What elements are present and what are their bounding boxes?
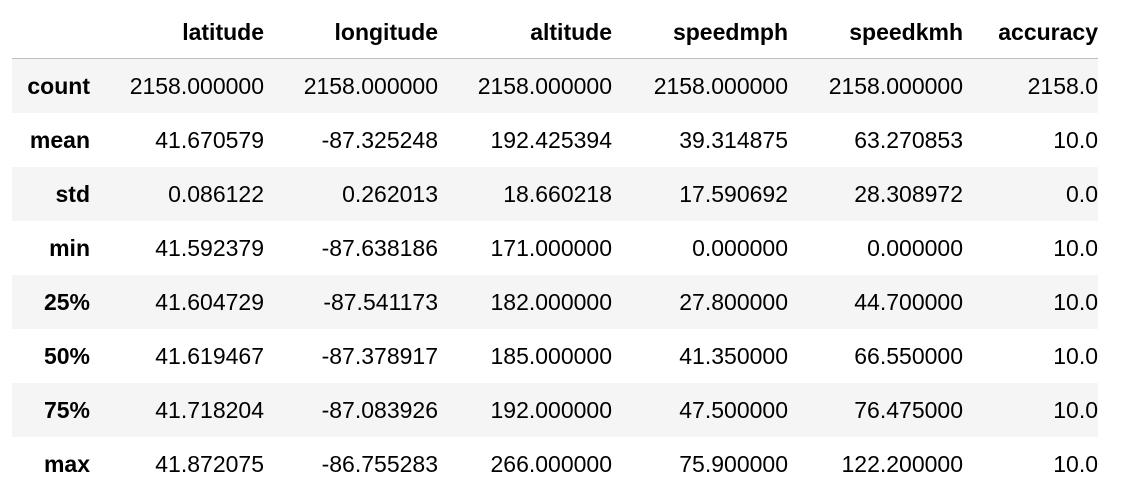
table-cell: 185.000000 [490,343,612,369]
table-body: count 2158.000000 2158.000000 2158.00000… [12,58,1098,491]
table-cell: 28.308972 [854,181,963,207]
header-row: latitude longitude altitude speedmph spe… [12,6,1098,59]
table-cell: 171.000000 [490,235,612,261]
row-label: count [27,73,90,99]
table-cell: 27.800000 [679,289,788,315]
table-cell: 76.475000 [854,397,963,423]
table-cell: 41.670579 [155,127,264,153]
table-cell: 10.0 [1053,343,1098,369]
table-header: latitude longitude altitude speedmph spe… [12,6,1098,59]
table-cell: 10.0 [1053,289,1098,315]
table-row: mean 41.670579 -87.325248 192.425394 39.… [12,113,1098,167]
table-cell: 41.619467 [155,343,264,369]
table-cell: 2158.0 [1027,73,1098,99]
table-row: min 41.592379 -87.638186 171.000000 0.00… [12,221,1098,275]
table-cell: 2158.000000 [477,73,612,99]
column-header-longitude: longitude [264,6,438,59]
row-label: 50% [43,343,90,369]
table-cell: 39.314875 [679,127,788,153]
table-cell: 10.0 [1053,451,1098,477]
table-row: count 2158.000000 2158.000000 2158.00000… [12,58,1098,113]
row-label: mean [29,127,90,153]
table-cell: 192.425394 [490,127,612,153]
table-cell: 2158.000000 [303,73,438,99]
table-cell: 10.0 [1053,397,1098,423]
table-cell: 41.718204 [155,397,264,423]
table-cell: 41.350000 [679,343,788,369]
table-cell: 2158.000000 [129,73,264,99]
table-row: std 0.086122 0.262013 18.660218 17.59069… [12,167,1098,221]
table-cell: 0.086122 [168,181,264,207]
table-cell: 182.000000 [490,289,612,315]
table-cell: 18.660218 [503,181,612,207]
table-cell: 2158.000000 [828,73,963,99]
table-cell: 63.270853 [854,127,963,153]
table-cell: 17.590692 [679,181,788,207]
table-cell: 0.000000 [692,235,788,261]
table-cell: 10.0 [1053,235,1098,261]
column-header-altitude: altitude [438,6,612,59]
row-label: 25% [43,289,90,315]
table-row: 25% 41.604729 -87.541173 182.000000 27.8… [12,275,1098,329]
table-cell: 41.872075 [155,451,264,477]
row-label: 75% [43,397,90,423]
table-cell: 192.000000 [490,397,612,423]
column-header-accuracy: accuracy [963,6,1098,59]
table-cell: 41.604729 [155,289,264,315]
column-header-speedmph: speedmph [612,6,788,59]
header-corner [12,6,90,59]
table-row: max 41.872075 -86.755283 266.000000 75.9… [12,437,1098,491]
table-cell: 75.900000 [679,451,788,477]
table-cell: 66.550000 [854,343,963,369]
table-cell: -87.378917 [321,343,438,369]
table-cell: 2158.000000 [653,73,788,99]
table-cell: 10.0 [1053,127,1098,153]
table-cell: 266.000000 [490,451,612,477]
table-cell: -87.325248 [321,127,438,153]
column-header-speedkmh: speedkmh [788,6,963,59]
table-cell: 41.592379 [155,235,264,261]
column-header-latitude: latitude [90,6,264,59]
table-cell: -87.541173 [323,289,438,315]
table-row: 75% 41.718204 -87.083926 192.000000 47.5… [12,383,1098,437]
table-cell: -87.083926 [321,397,438,423]
table-cell: -86.755283 [321,451,438,477]
table-row: 50% 41.619467 -87.378917 185.000000 41.3… [12,329,1098,383]
table-cell: 122.200000 [841,451,963,477]
table-cell: 0.000000 [867,235,963,261]
describe-table: latitude longitude altitude speedmph spe… [12,6,1098,491]
row-label: min [49,235,90,261]
table-cell: 0.0 [1066,181,1098,207]
table-cell: 47.500000 [679,397,788,423]
table-cell: -87.638186 [321,235,438,261]
table-cell: 0.262013 [342,181,438,207]
row-label: std [55,181,91,207]
table-cell: 44.700000 [854,289,963,315]
row-label: max [43,451,90,477]
